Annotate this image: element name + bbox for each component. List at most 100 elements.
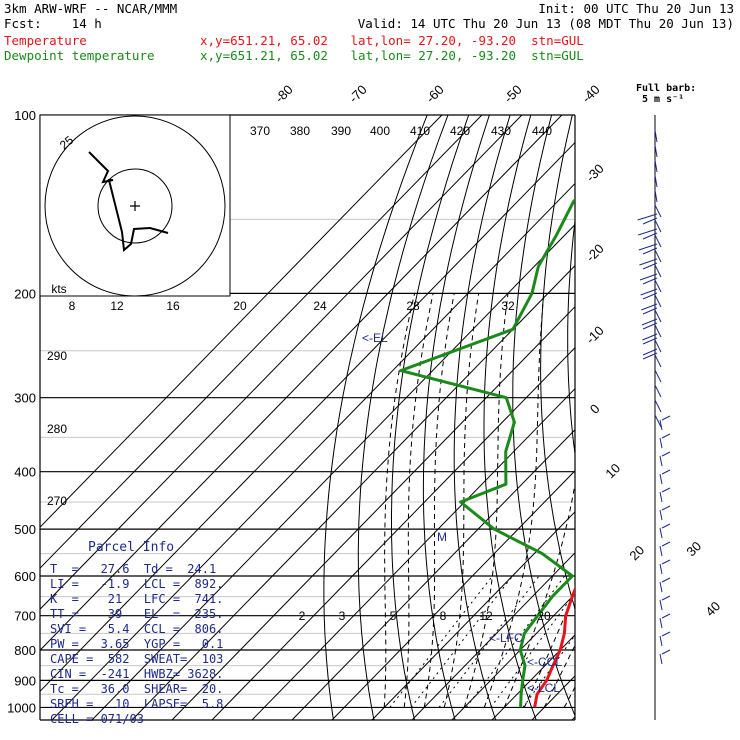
wind-barb [654, 399, 662, 413]
isotherm-line [411, 552, 575, 720]
hodograph-outer-ring [44, 115, 226, 297]
dewpoint-curve [399, 197, 575, 708]
parcel-row: TT = 39 EL = 235. [50, 607, 224, 621]
wind-barb [659, 473, 663, 485]
wind-barb [659, 419, 663, 431]
parcel-row: LI = -1.9 LCL = 892. [50, 577, 224, 591]
wind-barb [654, 189, 658, 203]
wind-barb [659, 455, 663, 467]
isotherm-line [40, 141, 575, 692]
wind-barb [654, 204, 662, 218]
wind-barb [654, 249, 662, 263]
moist-adiabat [523, 590, 575, 708]
moist-adiabat [463, 293, 509, 708]
wind-barb [654, 174, 658, 188]
isotherm-line [531, 675, 575, 720]
isotherm-line [40, 115, 483, 569]
moist-adiabat [503, 481, 575, 708]
isotherm-label: -30 [583, 161, 607, 185]
gray-grid [40, 218, 575, 695]
wind-barb [661, 487, 671, 493]
isobars [40, 114, 575, 709]
theta-label: 280 [47, 422, 67, 436]
isotherm-label: 20 [626, 542, 647, 563]
isotherm-line [331, 470, 575, 720]
parcel-row: Tc = 36.0 SHEAR= 20. [50, 682, 224, 696]
parcel-row: PW = 3.65 YGP = 0.1 [50, 637, 224, 651]
isotherm-line [40, 115, 523, 610]
level-marker: <-LCL [527, 681, 560, 695]
hodograph-speed-label: 32 [501, 299, 515, 313]
mixing-ratio-label: 12 [479, 609, 493, 623]
wind-barb [661, 595, 671, 601]
isotherm-label: -80 [272, 82, 296, 106]
dry-adiabat [391, 115, 470, 720]
theta-label: 370 [250, 124, 270, 138]
parcel-info-title: Parcel Info [88, 540, 175, 555]
pressure-tick-label: 200 [14, 286, 36, 301]
wind-barb [661, 559, 671, 565]
isotherm-label: 30 [683, 538, 704, 559]
isotherm-label: -70 [346, 82, 370, 106]
wind-barb [661, 613, 671, 619]
wind-barb [654, 354, 662, 368]
mixing-ratio-label: 2 [299, 609, 306, 623]
hodograph-speed-label: 16 [166, 299, 180, 313]
parcel-info-panel: Parcel Info T = 27.6 Td = 24.1 LI = -1.9… [40, 540, 230, 730]
isotherm-label: 40 [702, 598, 723, 619]
wind-barb [654, 339, 662, 353]
hodograph-speed-label: kts [51, 282, 66, 296]
isotherm-line [91, 223, 575, 720]
wind-barb [654, 414, 662, 428]
pressure-tick-label: 900 [14, 673, 36, 688]
parcel-row: CELL = 071/03 [50, 712, 144, 726]
pressure-tick-label: 100 [14, 108, 36, 123]
wind-barb [654, 279, 662, 293]
wind-barb [661, 649, 671, 655]
dry-adiabat [692, 115, 740, 720]
isotherm-label: -10 [583, 323, 607, 347]
dry-adiabat [357, 115, 449, 720]
moist-adiabat [543, 644, 575, 708]
level-marker: <-EL [362, 331, 388, 345]
dry-adiabat [644, 115, 740, 720]
hodograph-speed-label: 28 [406, 299, 420, 313]
wind-barb [659, 581, 663, 593]
pressure-tick-label: 300 [14, 391, 36, 406]
barb-legend-title: Full barb: [636, 83, 697, 94]
pressure-tick-label: 700 [14, 609, 36, 624]
level-marker: <-CCL [527, 655, 562, 669]
isotherm-line [211, 346, 575, 720]
moist-adiabat [383, 293, 416, 708]
wind-barb [642, 292, 658, 300]
hodograph-center [130, 201, 140, 211]
parcel-row: CAPE = 582 SWEAT= 103 [50, 652, 224, 666]
wind-barb [659, 599, 663, 611]
mixing-ratio-line [389, 575, 493, 708]
theta-label: 420 [450, 124, 470, 138]
mixing-ratio-label: 3 [339, 609, 346, 623]
wind-barb [638, 228, 658, 236]
dry-adiabat [540, 115, 575, 611]
init-time: Init: 00 UTC Thu 20 Jun 13 [538, 1, 734, 16]
isotherm-line [291, 429, 575, 720]
wind-barb [642, 232, 658, 240]
isotherm-line [40, 115, 563, 651]
wind-barb [654, 264, 662, 278]
hodograph-speed-label: 12 [110, 299, 124, 313]
wind-barb [661, 415, 671, 421]
wind-barb [654, 369, 662, 383]
wind-barb [642, 348, 658, 356]
wind-barb [642, 277, 658, 285]
wind-barb [642, 307, 658, 315]
wind-barb [638, 243, 658, 251]
dry-adiabat [453, 115, 511, 720]
isotherm-line [51, 182, 575, 720]
legend-temperature: Temperature [4, 33, 87, 48]
dry-adiabat [668, 115, 740, 720]
theta-label: 390 [331, 124, 351, 138]
wind-barb [642, 333, 658, 341]
dry-adiabat [567, 217, 575, 458]
hodograph-speed-label: 8 [69, 299, 76, 313]
